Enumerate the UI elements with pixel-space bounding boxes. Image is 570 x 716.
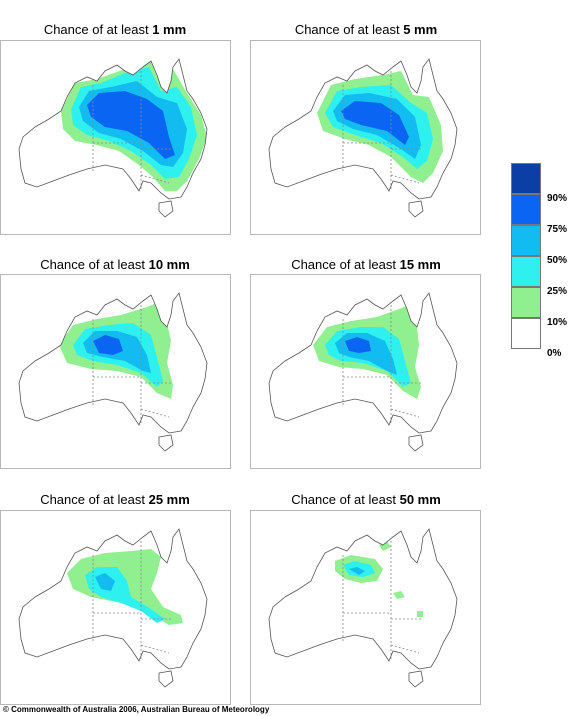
rainfall-probability-region	[345, 337, 371, 353]
coastline-outline	[18, 528, 208, 688]
legend-label-75: 75%	[547, 224, 568, 235]
rainfall-probability-region	[93, 335, 123, 355]
coastline-outline	[268, 528, 458, 688]
panel-title-15mm: Chance of at least 15 mm	[291, 257, 441, 272]
australia-map-svg	[18, 528, 208, 688]
rainfall-probability-region	[87, 91, 175, 159]
legend-swatch-90	[511, 163, 541, 194]
state-border-lines	[342, 541, 423, 661]
copyright-notice: © Commonwealth of Australia 2006, Austra…	[3, 705, 270, 714]
legend-swatch-75	[511, 194, 541, 225]
legend-swatch-25	[511, 256, 541, 287]
rainfall-probability-region	[349, 567, 365, 575]
state-border-lines	[92, 305, 173, 425]
australia-map-svg	[268, 58, 458, 218]
state-border-lines	[92, 541, 173, 661]
australia-map-svg	[268, 292, 458, 452]
rainfall-probability-region	[95, 573, 115, 591]
australia-map-svg	[18, 58, 208, 218]
legend-label-25: 25%	[547, 286, 568, 297]
coastline-outline	[268, 292, 458, 452]
coastline-outline	[18, 292, 208, 452]
panel-title-5mm: Chance of at least 5 mm	[294, 22, 438, 37]
map-10mm	[0, 274, 231, 469]
panel-title-1mm: Chance of at least 1 mm	[43, 22, 187, 37]
australia-map-svg	[18, 292, 208, 452]
state-border-lines	[92, 71, 173, 191]
legend-label-50: 50%	[547, 255, 568, 266]
legend-swatch-50	[511, 225, 541, 256]
legend-label-0: 0%	[547, 348, 562, 359]
map-1mm	[0, 40, 231, 235]
legend-swatch-10	[511, 287, 541, 318]
rainfall-probability-region	[335, 541, 423, 617]
panel-title-50mm: Chance of at least 50 mm	[291, 492, 441, 507]
map-15mm	[250, 274, 481, 469]
map-5mm	[250, 40, 481, 235]
map-50mm	[250, 510, 481, 705]
panel-title-10mm: Chance of at least 10 mm	[40, 257, 190, 272]
legend-swatch-0	[511, 318, 541, 349]
state-border-lines	[342, 305, 423, 425]
panel-title-25mm: Chance of at least 25 mm	[40, 492, 190, 507]
legend-label-90: 90%	[547, 193, 568, 204]
coastline-outline	[18, 58, 208, 218]
rainfall-probability-region	[341, 101, 409, 145]
australia-map-svg	[268, 528, 458, 688]
coastline-outline	[268, 58, 458, 218]
legend-label-10: 10%	[547, 317, 568, 328]
map-25mm	[0, 510, 231, 705]
state-border-lines	[342, 71, 423, 191]
